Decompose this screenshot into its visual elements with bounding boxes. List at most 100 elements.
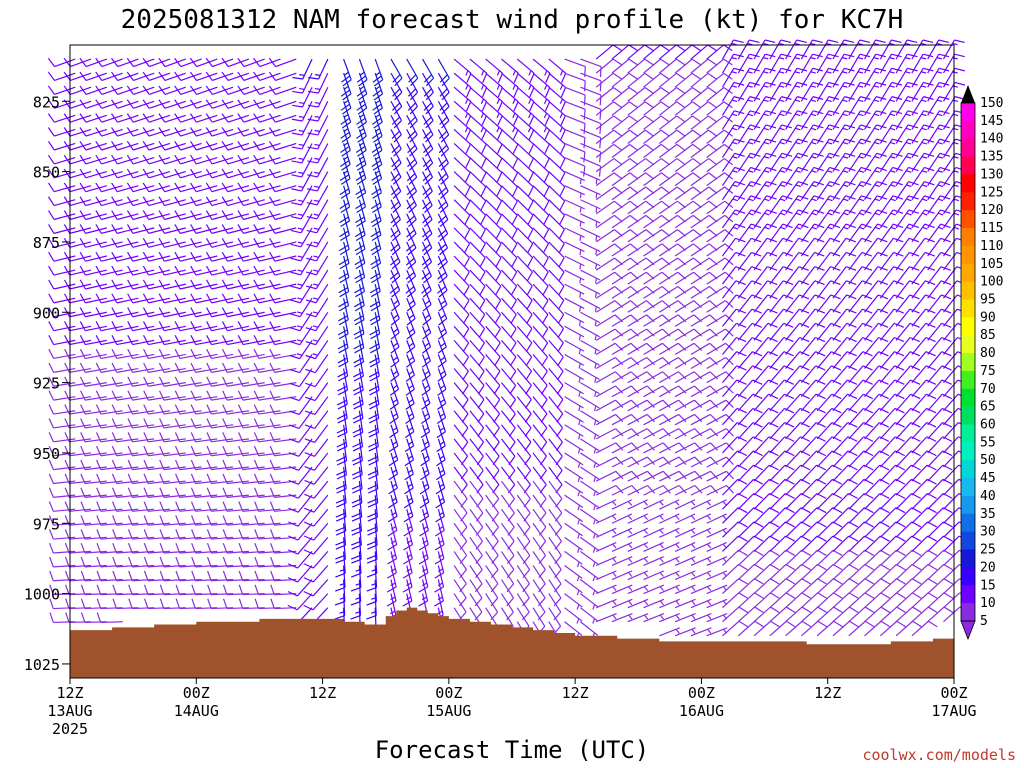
wind-barb bbox=[222, 515, 249, 526]
wind-barb bbox=[237, 238, 265, 248]
wind-barb bbox=[96, 584, 123, 596]
wind-barb bbox=[338, 227, 350, 256]
wind-barb bbox=[221, 57, 250, 68]
wind-barb bbox=[206, 362, 234, 373]
wind-barb bbox=[143, 515, 171, 526]
wind-barb bbox=[222, 390, 249, 401]
wind-barb bbox=[287, 536, 313, 555]
wind-barb bbox=[354, 241, 366, 270]
wind-barb bbox=[95, 404, 123, 415]
wind-barb bbox=[174, 196, 202, 207]
wind-barb bbox=[206, 404, 234, 415]
wind-barb bbox=[253, 473, 281, 485]
wind-barb bbox=[190, 238, 218, 248]
wind-barb bbox=[174, 418, 202, 429]
wind-barb bbox=[237, 196, 265, 207]
x-tick-label: 14AUG bbox=[174, 702, 219, 720]
wind-barb bbox=[221, 279, 250, 290]
wind-barb bbox=[48, 529, 76, 540]
wind-barb bbox=[79, 335, 107, 346]
wind-barb bbox=[95, 293, 123, 304]
wind-barb bbox=[254, 487, 281, 498]
wind-barb bbox=[292, 72, 313, 94]
wind-barb bbox=[48, 515, 76, 526]
wind-barb bbox=[64, 404, 92, 415]
wind-barb bbox=[159, 542, 186, 554]
wind-barb bbox=[206, 473, 234, 485]
wind-barb bbox=[79, 238, 107, 248]
wind-barb bbox=[189, 99, 218, 109]
wind-barb bbox=[80, 473, 107, 485]
wind-barb bbox=[159, 473, 186, 485]
wind-barb bbox=[111, 210, 139, 221]
wind-barb bbox=[126, 196, 155, 207]
wind-barb bbox=[303, 565, 329, 583]
wind-barb bbox=[79, 251, 107, 262]
wind-barb bbox=[159, 445, 186, 457]
colorbar-label: 80 bbox=[980, 346, 996, 361]
wind-barb bbox=[288, 438, 313, 457]
wind-barb bbox=[95, 390, 123, 401]
wind-barb bbox=[221, 141, 250, 151]
wind-barb bbox=[237, 418, 265, 429]
colorbar-bin bbox=[961, 138, 975, 158]
wind-barb bbox=[304, 396, 329, 416]
colorbar-label: 35 bbox=[980, 507, 996, 522]
wind-barb bbox=[65, 584, 92, 596]
wind-barb bbox=[353, 312, 365, 340]
wind-barb bbox=[143, 529, 171, 540]
wind-barb bbox=[80, 584, 107, 596]
wind-barb bbox=[288, 508, 313, 527]
wind-barb bbox=[253, 127, 281, 137]
wind-barb bbox=[268, 99, 297, 109]
wind-barb bbox=[205, 85, 234, 95]
wind-barb bbox=[158, 71, 186, 82]
wind-barb bbox=[127, 487, 155, 498]
wind-barb bbox=[142, 321, 171, 332]
wind-barb bbox=[63, 224, 92, 234]
wind-barb bbox=[63, 168, 92, 179]
wind-barb bbox=[127, 265, 155, 276]
wind-barb bbox=[254, 570, 281, 582]
wind-barb bbox=[221, 85, 250, 95]
wind-barb bbox=[190, 251, 218, 262]
wind-barb bbox=[158, 362, 186, 373]
colorbar-bin bbox=[961, 495, 975, 515]
wind-barb bbox=[127, 251, 155, 262]
wind-barb bbox=[174, 279, 202, 290]
wind-barb bbox=[158, 154, 186, 165]
wind-barb bbox=[238, 556, 265, 568]
wind-barb bbox=[126, 154, 155, 165]
wind-barb bbox=[307, 157, 329, 178]
wind-barb bbox=[269, 279, 297, 290]
wind-barb bbox=[47, 85, 76, 95]
wind-barb bbox=[126, 210, 155, 221]
wind-barb bbox=[143, 390, 171, 401]
wind-barb bbox=[288, 410, 313, 430]
wind-barb bbox=[238, 584, 265, 596]
wind-barb bbox=[142, 168, 171, 179]
wind-barb bbox=[254, 515, 281, 526]
wind-barb bbox=[64, 487, 92, 498]
wind-barb bbox=[175, 598, 202, 610]
credit-text: coolwx.com/models bbox=[862, 746, 1016, 764]
wind-barb bbox=[174, 348, 202, 360]
wind-barb bbox=[238, 501, 265, 512]
wind-barb bbox=[206, 390, 234, 401]
wind-barb bbox=[175, 473, 202, 485]
wind-barb bbox=[112, 584, 139, 596]
wind-barb bbox=[289, 368, 313, 388]
chart-title: 2025081312 NAM forecast wind profile (kt… bbox=[121, 5, 904, 35]
wind-barb bbox=[79, 265, 107, 276]
wind-barb bbox=[111, 376, 139, 387]
wind-barb bbox=[174, 238, 202, 248]
wind-barb bbox=[205, 154, 234, 165]
wind-barb bbox=[79, 362, 107, 373]
wind-barb bbox=[48, 279, 76, 290]
wind-barb bbox=[142, 293, 171, 304]
wind-barb bbox=[237, 71, 265, 82]
wind-barb bbox=[95, 182, 123, 193]
wind-barb bbox=[304, 452, 329, 471]
wind-barb bbox=[190, 279, 218, 290]
colorbar-label: 125 bbox=[980, 185, 1003, 200]
